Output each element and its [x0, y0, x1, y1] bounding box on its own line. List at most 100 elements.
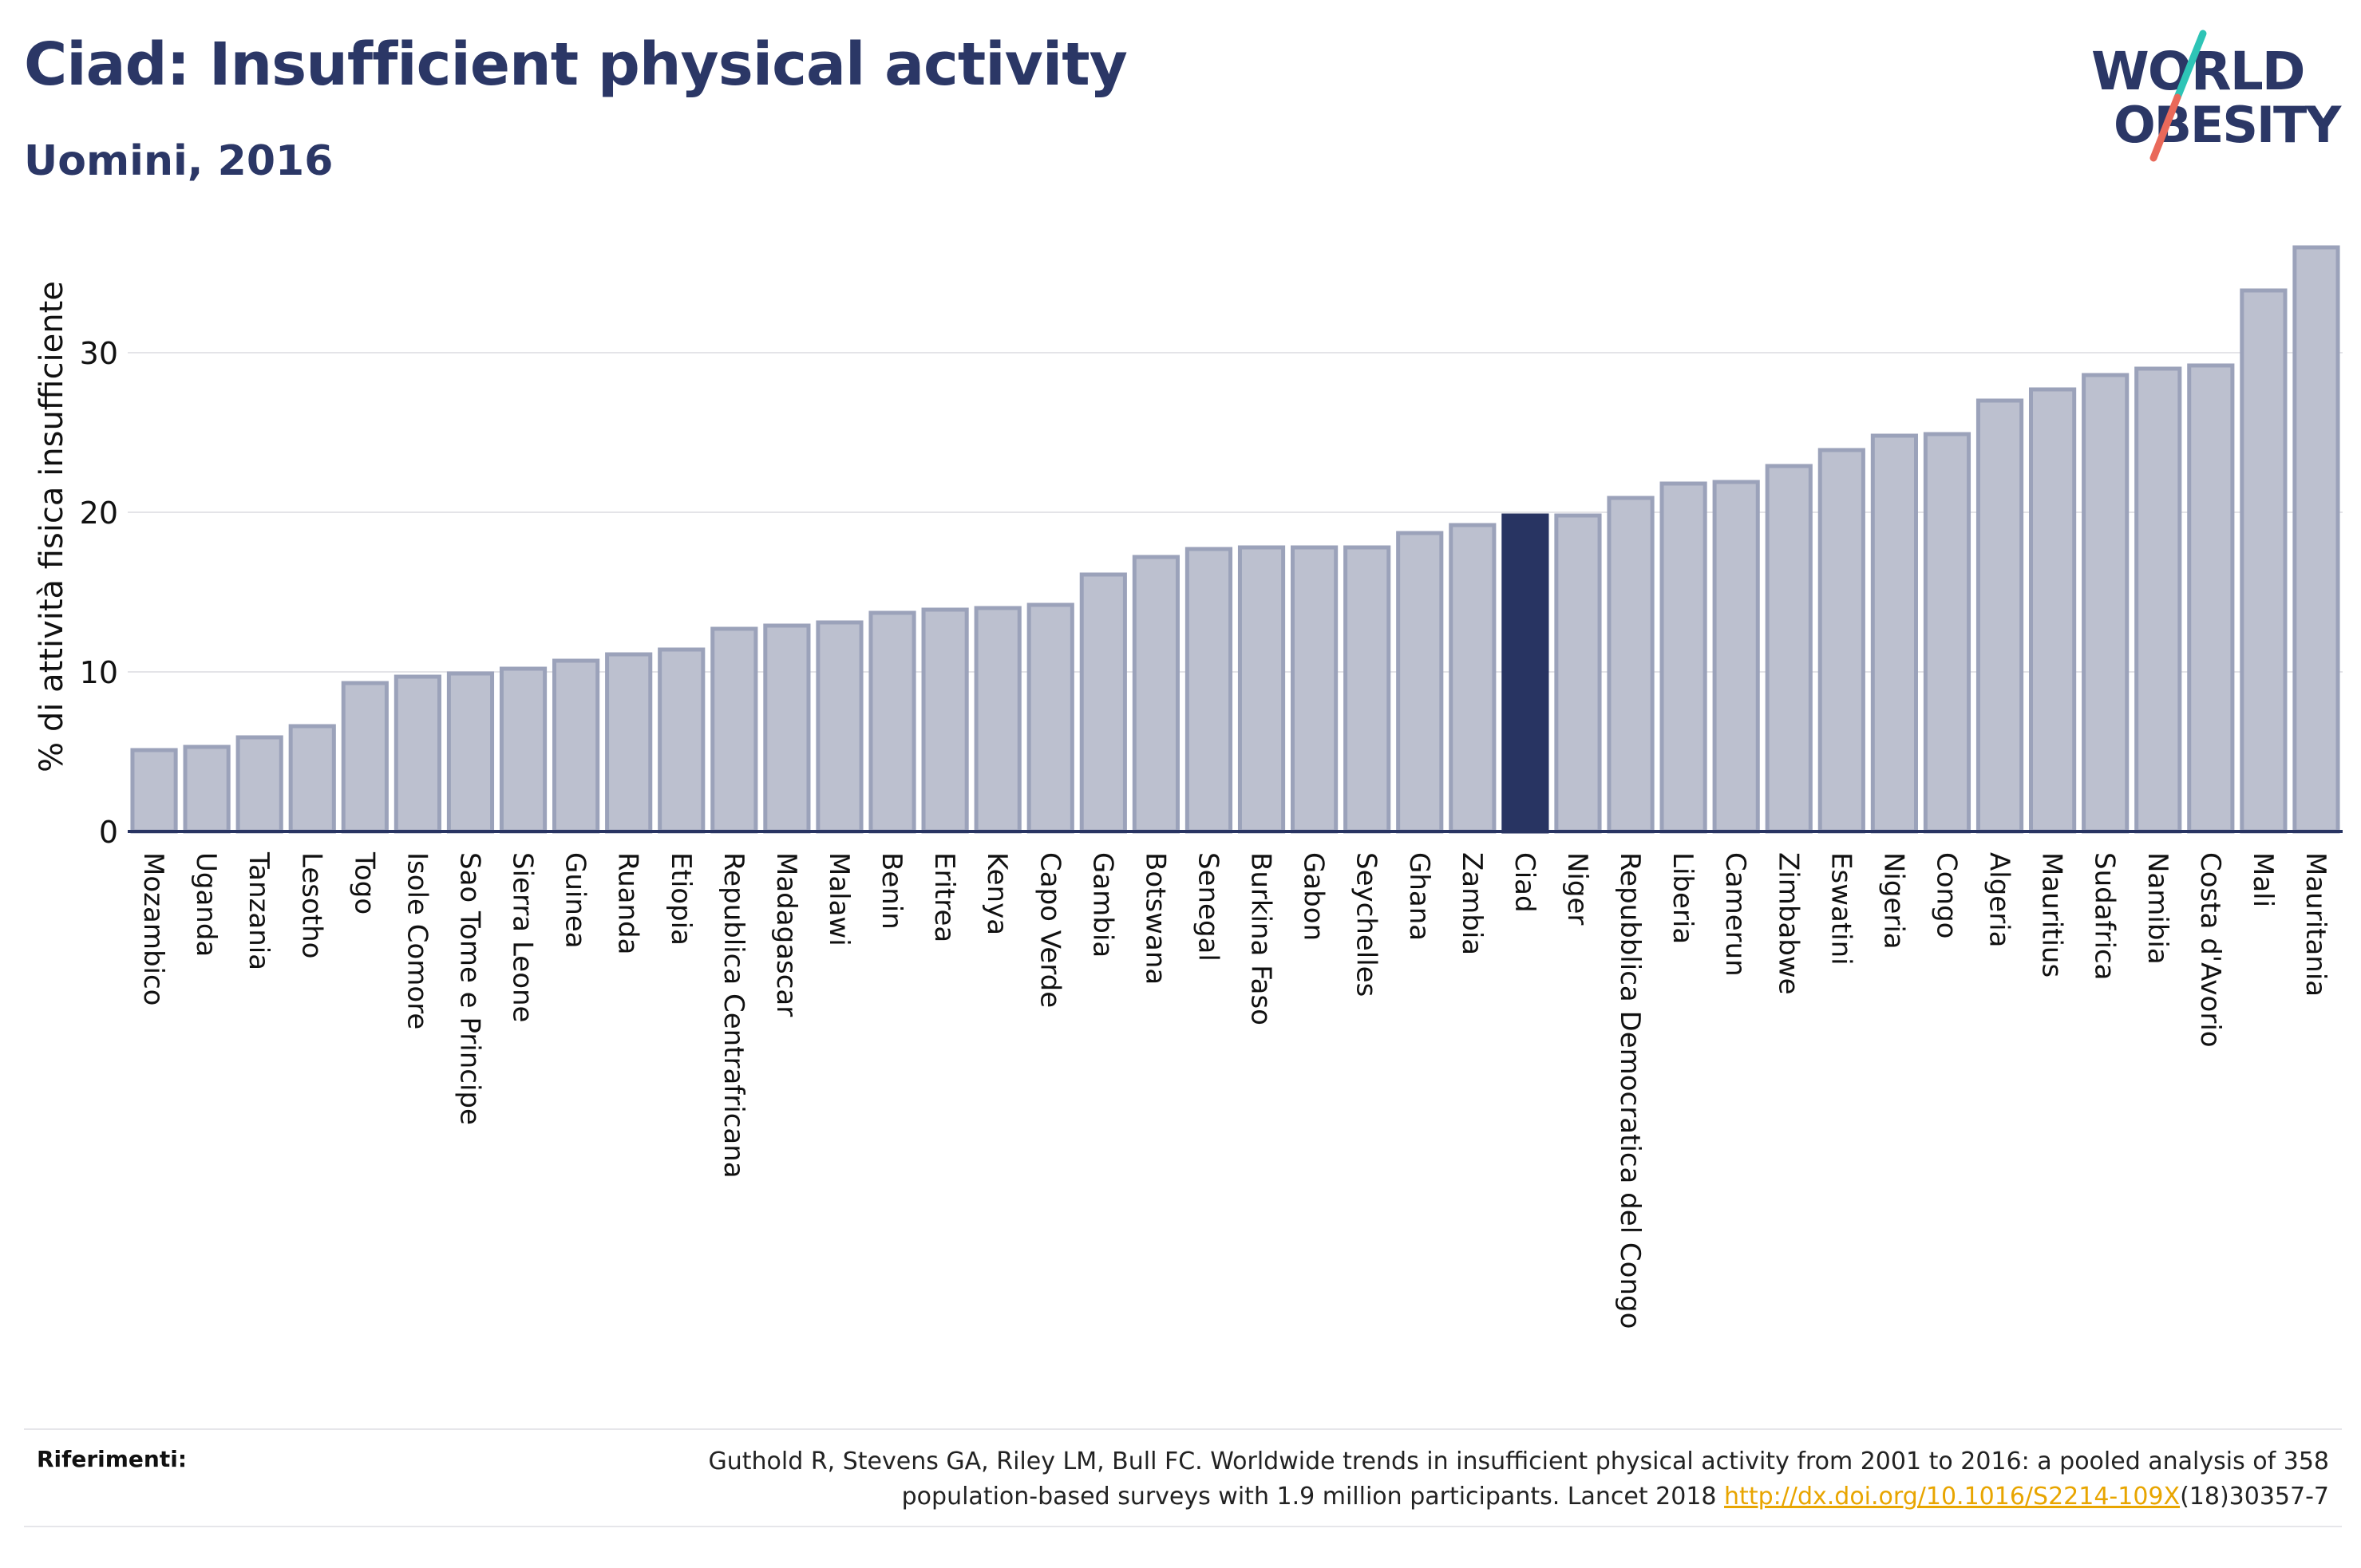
- bar-zambia: [1449, 523, 1497, 834]
- bar-mozambico: [130, 748, 178, 834]
- x-tick-label: Mozambico: [137, 852, 169, 1005]
- x-tick-label: Gabon: [1298, 852, 1330, 941]
- bar-sierra-leone: [499, 666, 548, 834]
- x-tick-label: Nigeria: [1877, 852, 1909, 950]
- x-tick-label: Kenya: [981, 852, 1013, 935]
- x-tick-label: Ruanda: [612, 852, 644, 954]
- bar-isole-comore: [394, 674, 441, 834]
- x-tick-label: Isole Comore: [401, 852, 433, 1029]
- bar-benin: [868, 610, 916, 834]
- x-tick-label: Guinea: [560, 852, 591, 949]
- bar-togo: [341, 681, 389, 834]
- x-tick-label: Republica Centrafricana: [718, 852, 749, 1179]
- bar-republica-centrafricana: [710, 626, 758, 834]
- bar-nigeria: [1870, 433, 1918, 834]
- references-label: Riferimenti:: [37, 1446, 188, 1472]
- chart-title: Ciad: Insufficient physical activity: [24, 30, 1128, 99]
- y-tick-label: 30: [80, 336, 118, 371]
- x-tick-label: Eswatini: [1825, 852, 1857, 966]
- x-tick-label: Algeria: [1983, 852, 2015, 947]
- bar-lesotho: [288, 724, 336, 834]
- bar-ruanda: [605, 652, 653, 834]
- references-doi-link[interactable]: http://dx.doi.org/10.1016/S2214-109X: [1724, 1483, 2181, 1511]
- x-tick-label: Repubblica Democratica del Congo: [1614, 852, 1646, 1329]
- x-tick-label: Eritrea: [928, 852, 960, 942]
- bar-etiopia: [658, 647, 706, 834]
- bar-gabon: [1291, 545, 1339, 834]
- bar-senegal: [1184, 547, 1233, 834]
- x-tick-label: Zimbabwe: [1772, 852, 1804, 995]
- y-axis-label: % di attività fisica insufficiente: [34, 281, 70, 772]
- bar-guinea: [552, 658, 600, 834]
- x-tick-label: Namibia: [2142, 852, 2173, 965]
- x-tick-label: Malawi: [823, 852, 855, 946]
- bar-congo: [1923, 432, 1971, 834]
- x-tick-label: Camerun: [1719, 852, 1751, 977]
- bar-seychelles: [1343, 545, 1391, 834]
- bars: [130, 245, 2340, 834]
- bar-kenya: [974, 606, 1022, 834]
- x-tick-label: Sao Tome e Principe: [453, 852, 485, 1125]
- x-tick-label: Mauritania: [2300, 852, 2331, 997]
- y-tick-label: 0: [99, 815, 118, 850]
- bar-malawi: [816, 620, 864, 834]
- x-tick-label: Togo: [348, 851, 380, 914]
- references-bottom-divider: [24, 1526, 2342, 1527]
- bar-costa-d-avorio: [2187, 363, 2235, 834]
- bar-gambia: [1079, 572, 1127, 834]
- x-tick-label: Sierra Leone: [507, 852, 539, 1022]
- x-tick-label: Ciad: [1509, 852, 1540, 913]
- references-top-divider: [24, 1428, 2342, 1430]
- x-tick-label: Mauritius: [2036, 852, 2068, 978]
- x-tick-label: Niger: [1561, 852, 1593, 925]
- bar-sudafrica: [2082, 373, 2130, 834]
- logo-line2: OBESITY: [2114, 96, 2342, 154]
- bar-eritrea: [921, 607, 969, 834]
- bar-madagascar: [763, 623, 811, 834]
- x-tick-label: Benin: [876, 852, 908, 930]
- bar-namibia: [2134, 366, 2182, 834]
- x-tick-label: Madagascar: [770, 852, 802, 1017]
- bar-zimbabwe: [1765, 464, 1813, 834]
- x-tick-label: Zambia: [1456, 852, 1488, 955]
- logo-slash-top: [2173, 30, 2207, 101]
- y-tick-label: 10: [80, 655, 118, 690]
- x-tick-label: Burkina Faso: [1245, 852, 1277, 1025]
- bar-ciad: [1501, 513, 1549, 834]
- chart-subtitle: Uomini, 2016: [24, 137, 334, 185]
- x-tick-label: Costa d'Avorio: [2194, 852, 2226, 1048]
- bar-mauritius: [2029, 387, 2077, 834]
- references-line2-suffix: (18)30357-7: [2180, 1483, 2329, 1511]
- x-tick-label: Liberia: [1667, 852, 1699, 944]
- y-tick-label: 20: [80, 496, 118, 531]
- bar-tanzania: [235, 735, 283, 834]
- logo-slash-bottom: [2149, 93, 2181, 162]
- bar-repubblica-democratica-del-congo: [1607, 496, 1655, 834]
- bar-algeria: [1975, 398, 2024, 834]
- bar-sao-tome-e-principe: [446, 671, 495, 834]
- x-tick-label: Lesotho: [295, 852, 327, 958]
- category-labels: Mozambico Uganda Tanzania Lesotho Togo Isole …: [137, 851, 2331, 1329]
- x-tick-label: Capo Verde: [1034, 852, 1066, 1008]
- x-tick-label: Mali: [2247, 852, 2279, 907]
- references-text: Guthold R, Stevens GA, Riley LM, Bull FC…: [493, 1444, 2329, 1515]
- bar-niger: [1554, 513, 1602, 834]
- references-line2-prefix: population-based surveys with 1.9 millio…: [901, 1483, 1725, 1511]
- x-tick-label: Senegal: [1192, 852, 1224, 962]
- x-tick-label: Sudafrica: [2089, 852, 2121, 980]
- references-line1: Guthold R, Stevens GA, Riley LM, Bull FC…: [708, 1448, 2329, 1475]
- x-tick-label: Botswana: [1139, 852, 1171, 985]
- grid-lines: [128, 352, 2343, 673]
- bar-eswatini: [1817, 448, 1865, 834]
- axes: 0 10 20 30: [80, 336, 2343, 850]
- bar-uganda: [183, 745, 231, 834]
- world-obesity-logo: WORLD OBESITY: [2091, 30, 2343, 162]
- bar-mali: [2240, 288, 2288, 834]
- x-tick-label: Uganda: [190, 852, 222, 957]
- bar-botswana: [1132, 555, 1180, 834]
- x-tick-label: Congo: [1930, 852, 1962, 938]
- x-tick-label: Tanzania: [243, 851, 275, 970]
- bar-capo-verde: [1026, 602, 1074, 834]
- x-tick-label: Etiopia: [665, 852, 697, 946]
- bar-chart: 0 10 20 30 Mozambico Uganda Tanzania Lesotho To…: [34, 245, 2343, 1329]
